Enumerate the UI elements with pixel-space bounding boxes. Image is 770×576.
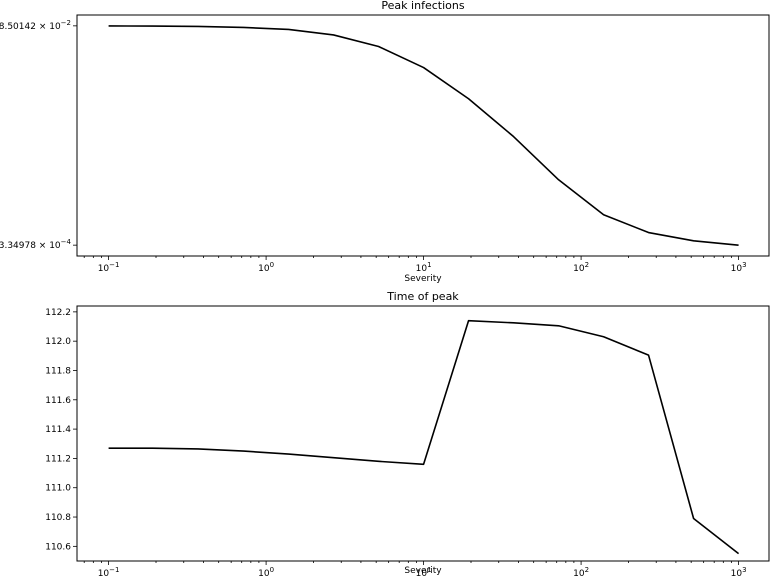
y-tick-label: 111.8 bbox=[45, 366, 71, 376]
x-axis-label: Severity bbox=[404, 274, 442, 284]
y-tick-label: 112.0 bbox=[45, 337, 71, 347]
y-tick-label: −3.34978 × 10−4 bbox=[0, 238, 72, 251]
series-line bbox=[108, 319, 740, 555]
x-tick-label: 100 bbox=[258, 261, 274, 274]
y-tick-label: 111.0 bbox=[45, 484, 71, 494]
x-tick-label: 100 bbox=[258, 566, 274, 576]
series-line bbox=[108, 25, 739, 246]
x-tick-label: 103 bbox=[731, 261, 747, 274]
y-tick-label: 111.2 bbox=[45, 454, 71, 464]
x-tick-label: 101 bbox=[416, 566, 432, 576]
y-ticks: 8.50142 × 10−2 −3.34978 × 10−4 bbox=[0, 19, 77, 251]
y-tick-label: 112.2 bbox=[45, 308, 71, 318]
x-tick-label: 101 bbox=[416, 261, 432, 274]
x-tick-label: 10−1 bbox=[98, 261, 120, 274]
plot-frame bbox=[76, 14, 770, 257]
x-axis-label: Severity bbox=[404, 566, 442, 576]
y-tick-label: 111.6 bbox=[45, 396, 71, 406]
x-tick-label: 102 bbox=[573, 566, 589, 576]
y-tick-label: 8.50142 × 10−2 bbox=[0, 19, 71, 32]
x-tick-label: 10−1 bbox=[98, 566, 120, 576]
y-ticks: 110.6 110.8 111.0 111.2 111.4 111.6 111.8 112.0… bbox=[45, 308, 77, 552]
y-tick-label: 111.4 bbox=[45, 425, 71, 435]
x-tick-label: 102 bbox=[573, 261, 589, 274]
chart-title: Time of peak bbox=[386, 290, 459, 303]
y-tick-label: 110.8 bbox=[45, 513, 71, 523]
x-ticks: 10−1 100 101 102 103 bbox=[83, 256, 747, 274]
chart-time-of-peak: Time of peak 10−1 100 101 102 103 110.6 110.8… bbox=[45, 290, 770, 576]
plot-frame bbox=[76, 305, 770, 562]
y-tick-label: 110.6 bbox=[45, 542, 71, 552]
chart-peak-infections: Peak infections 10−1 100 101 102 103 8.50142… bbox=[0, 0, 770, 284]
x-tick-label: 103 bbox=[731, 566, 747, 576]
chart-title: Peak infections bbox=[381, 0, 464, 12]
x-ticks: 10−1 100 101 102 103 bbox=[83, 561, 747, 576]
